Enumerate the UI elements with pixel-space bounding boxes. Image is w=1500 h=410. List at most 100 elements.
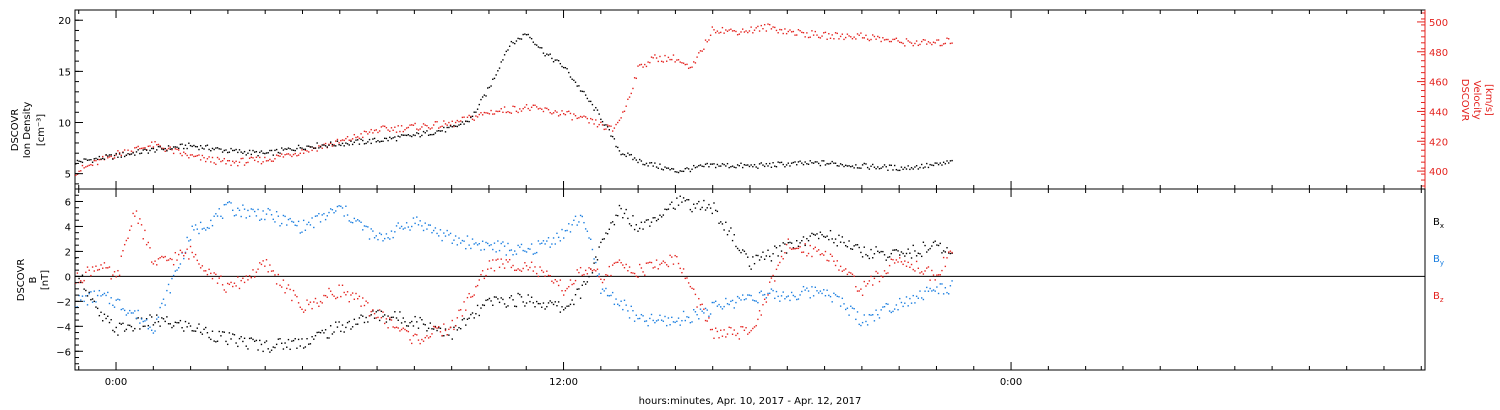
bz-point <box>600 278 602 280</box>
bz-point <box>309 301 312 303</box>
velocity-point <box>799 30 801 32</box>
bz-point <box>416 334 418 336</box>
bz-point <box>850 272 852 274</box>
bx-point <box>610 222 612 224</box>
by-point <box>122 308 124 310</box>
bx-point <box>395 317 398 319</box>
density-point <box>944 163 947 165</box>
bz-point <box>941 269 943 272</box>
velocity-point <box>868 39 871 42</box>
by-point <box>385 233 388 235</box>
bz-point <box>274 274 276 276</box>
velocity-point <box>360 133 362 135</box>
density-point <box>532 41 535 43</box>
bz-point <box>785 243 788 246</box>
density-point <box>206 144 209 146</box>
by-point <box>370 228 372 230</box>
bx-point <box>714 209 717 212</box>
by-point <box>951 280 953 282</box>
by-point <box>735 301 737 304</box>
density-point <box>297 144 300 147</box>
by-point <box>745 298 747 300</box>
density-point <box>736 164 739 166</box>
velocity-point <box>897 40 899 42</box>
density-point <box>900 166 903 168</box>
velocity-point <box>600 121 602 124</box>
by-point <box>814 286 816 288</box>
density-point <box>481 96 484 98</box>
bx-point <box>127 324 129 326</box>
velocity-point <box>108 156 111 158</box>
velocity-point <box>819 37 822 39</box>
density-point <box>122 151 124 154</box>
bz-point <box>98 268 101 271</box>
velocity-point <box>240 157 242 160</box>
bz-point <box>507 261 509 263</box>
bx-point <box>762 251 764 253</box>
bz-point <box>576 269 578 271</box>
by-point <box>949 285 952 287</box>
bz-point <box>335 297 337 300</box>
bz-point <box>470 296 472 298</box>
bx-point <box>490 300 492 302</box>
velocity-point <box>272 160 274 162</box>
by-point <box>588 237 590 239</box>
velocity-point <box>329 142 332 144</box>
bz-point <box>689 285 692 288</box>
velocity-point <box>657 60 659 63</box>
bz-point <box>534 266 536 268</box>
velocity-point <box>98 158 101 161</box>
bz-point <box>210 272 212 275</box>
velocity-point <box>439 126 442 128</box>
density-point <box>919 166 921 169</box>
density-point <box>453 124 455 127</box>
velocity-point <box>178 149 180 151</box>
density-point <box>142 149 144 151</box>
bz-point <box>110 278 112 280</box>
density-point <box>547 54 550 56</box>
bx-point <box>573 303 575 306</box>
velocity-point <box>564 113 567 116</box>
velocity-point <box>284 154 286 156</box>
bx-point <box>682 197 685 199</box>
velocity-point <box>473 119 475 121</box>
bz-point <box>395 326 398 328</box>
density-point <box>684 167 686 170</box>
by-point <box>937 292 940 295</box>
bx-point <box>549 300 551 302</box>
bz-point <box>240 279 242 282</box>
bz-point <box>432 325 435 328</box>
bz-point <box>326 296 328 298</box>
density-point <box>198 148 200 151</box>
by-point <box>233 215 236 217</box>
bz-point <box>583 273 585 276</box>
density-point <box>633 157 636 159</box>
velocity-point <box>718 32 720 34</box>
velocity-point <box>780 29 783 31</box>
density-point <box>389 136 391 139</box>
by-point <box>465 247 467 250</box>
velocity-point <box>245 162 247 164</box>
velocity-point <box>78 170 80 173</box>
velocity-point <box>458 120 460 123</box>
velocity-point <box>297 154 300 156</box>
velocity-point <box>843 38 845 41</box>
bx-point <box>801 239 803 242</box>
density-tick-label: 20 <box>58 16 71 27</box>
bx-point <box>866 255 869 257</box>
by-point <box>693 309 695 311</box>
by-point <box>779 300 781 302</box>
velocity-point <box>156 144 158 146</box>
bx-point <box>546 305 548 308</box>
density-point <box>775 166 778 168</box>
bx-point <box>343 331 345 333</box>
bx-point <box>622 217 624 219</box>
by-point <box>792 294 795 297</box>
bz-point <box>691 287 693 290</box>
velocity-point <box>914 42 916 45</box>
density-point <box>331 143 334 146</box>
bz-point <box>176 259 178 261</box>
bz-point <box>693 288 695 290</box>
by-point <box>942 293 945 295</box>
density-point <box>838 165 840 167</box>
